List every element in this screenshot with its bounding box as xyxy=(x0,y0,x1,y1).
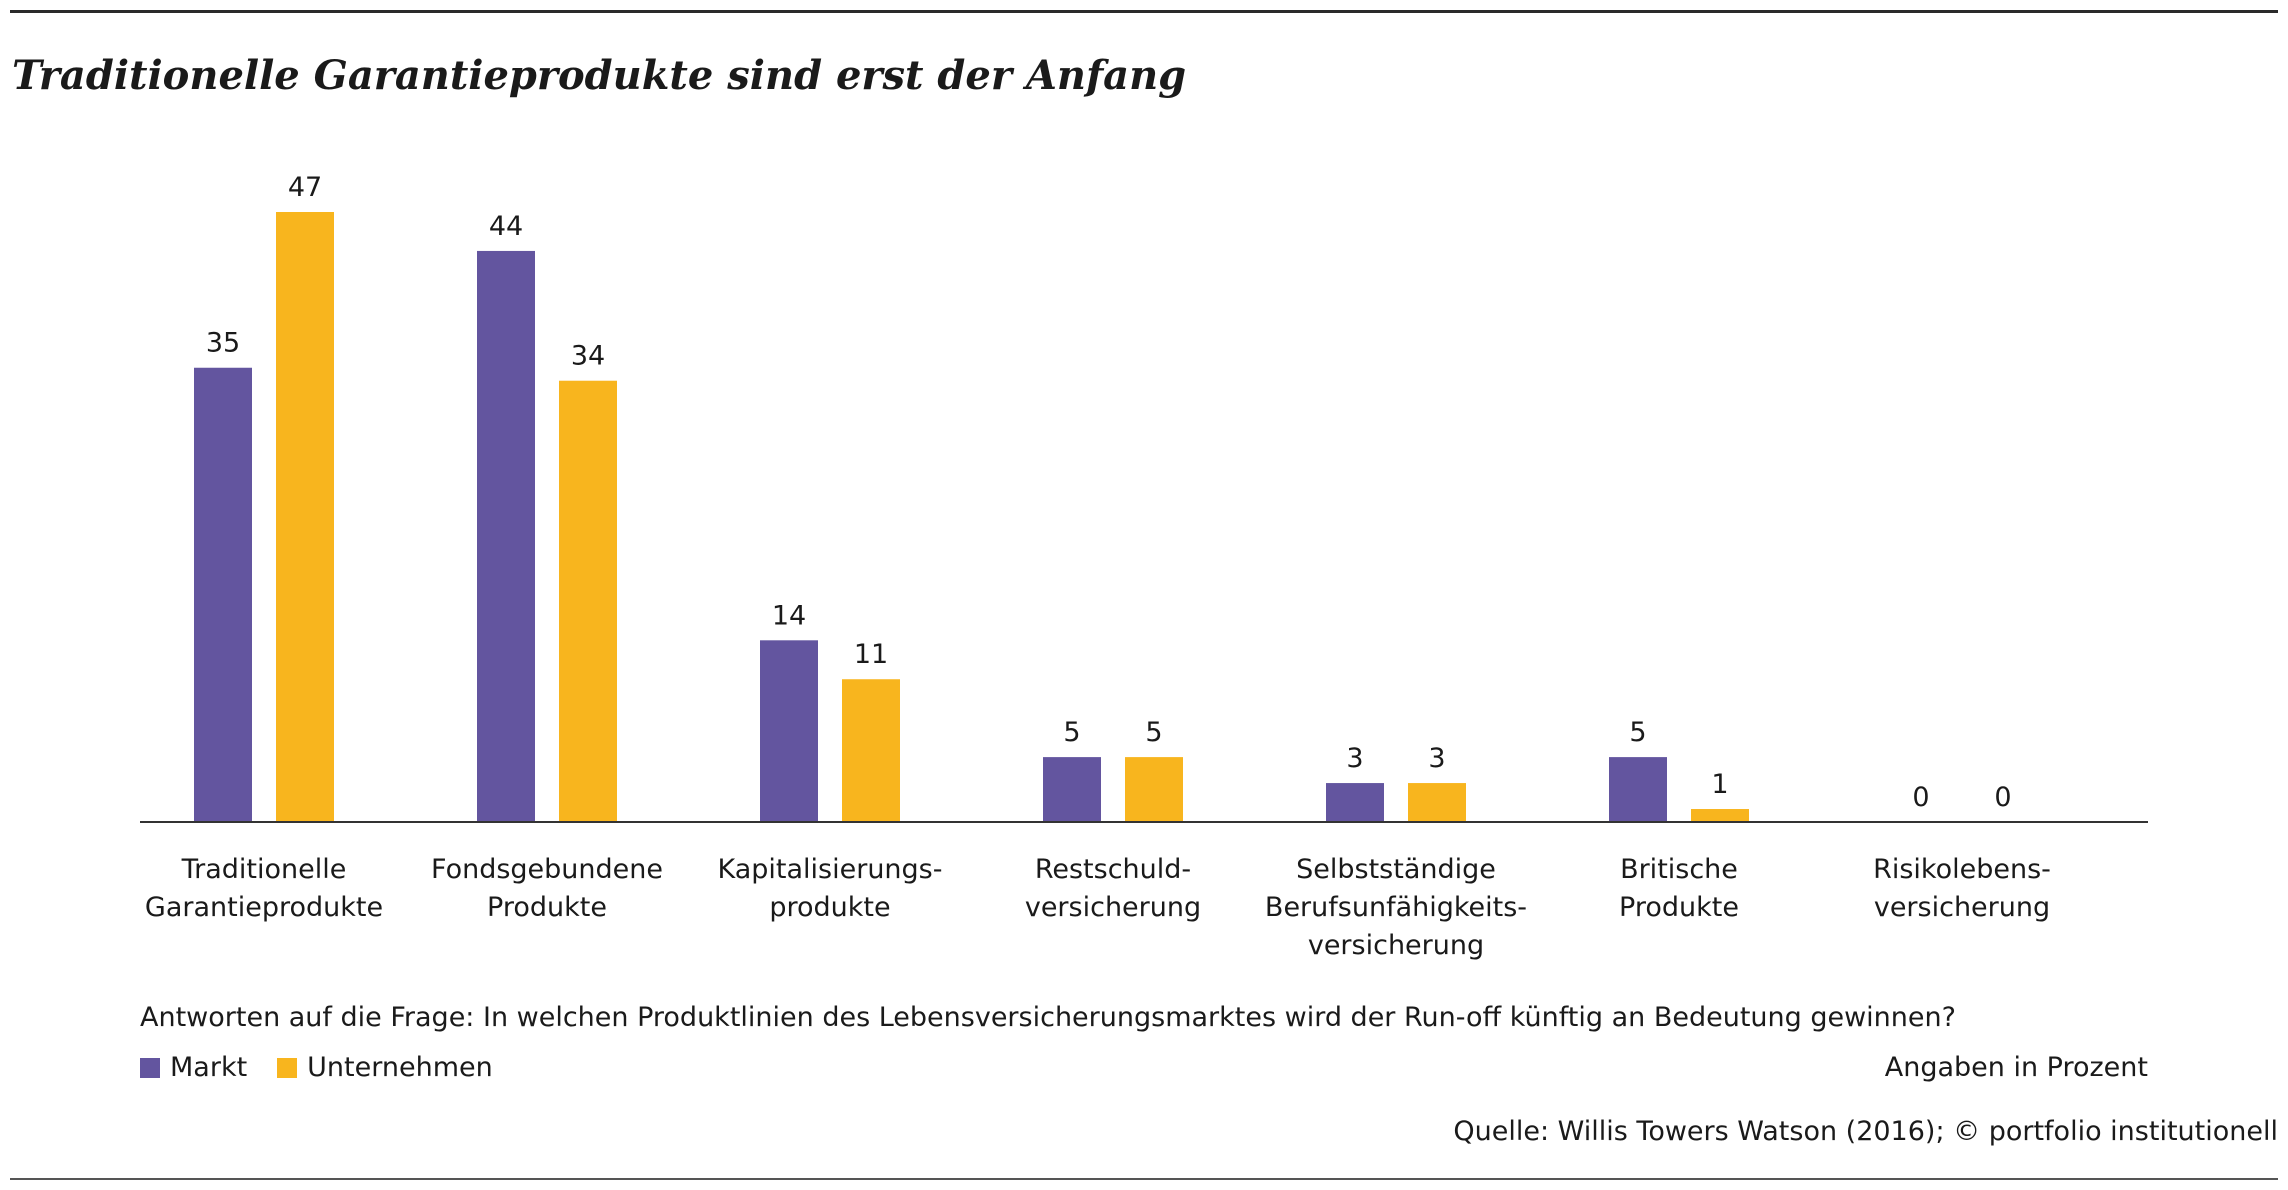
category-label-0-0: Traditionelle xyxy=(181,854,347,885)
legend-swatch-unternehmen xyxy=(277,1057,298,1078)
data-label-unternehmen-6: 0 xyxy=(1994,782,2011,813)
bar-unternehmen-3 xyxy=(1125,757,1183,822)
bar-markt-2 xyxy=(760,640,818,822)
data-label-markt-2: 14 xyxy=(772,600,806,631)
legend: Markt Unternehmen xyxy=(140,1052,523,1083)
category-label-3-1: versicherung xyxy=(1025,892,1201,923)
bottom-rule xyxy=(10,1178,2278,1180)
legend-item-unternehmen: Unternehmen xyxy=(277,1052,493,1083)
legend-label-unternehmen: Unternehmen xyxy=(307,1052,493,1083)
category-label-4-2: versicherung xyxy=(1308,930,1484,961)
chart-title: Traditionelle Garantieprodukte sind erst… xyxy=(12,52,1187,99)
source-note: Quelle: Willis Towers Watson (2016); © p… xyxy=(1453,1116,2278,1147)
data-label-markt-0: 35 xyxy=(206,328,240,359)
unit-note: Angaben in Prozent xyxy=(1884,1052,2148,1083)
data-label-unternehmen-0: 47 xyxy=(288,172,322,203)
data-label-markt-4: 3 xyxy=(1346,743,1363,774)
data-label-unternehmen-2: 11 xyxy=(854,639,888,670)
bar-markt-1 xyxy=(477,250,535,823)
category-label-1-0: Fondsgebundene xyxy=(431,854,663,885)
bar-unternehmen-4 xyxy=(1408,783,1466,822)
data-label-markt-5: 5 xyxy=(1629,717,1646,748)
data-label-unternehmen-1: 34 xyxy=(571,341,605,372)
survey-question: Antworten auf die Frage: In welchen Prod… xyxy=(140,1002,1956,1033)
bar-unternehmen-2 xyxy=(842,679,900,822)
data-label-markt-6: 0 xyxy=(1912,782,1929,813)
category-label-6-0: Risikolebens- xyxy=(1873,854,2051,885)
data-label-markt-1: 44 xyxy=(489,211,523,242)
bar-unternehmen-5 xyxy=(1691,809,1749,822)
legend-swatch-markt xyxy=(140,1057,160,1078)
data-label-markt-3: 5 xyxy=(1063,717,1080,748)
data-label-unternehmen-4: 3 xyxy=(1428,743,1445,774)
bar-markt-3 xyxy=(1043,757,1101,822)
category-label-2-0: Kapitalisierungs- xyxy=(717,854,942,885)
category-label-2-1: produkte xyxy=(769,892,890,923)
bar-unternehmen-0 xyxy=(276,212,334,822)
bar-chart: 3547TraditionelleGarantieprodukte4434Fon… xyxy=(140,172,2148,961)
category-label-5-1: Produkte xyxy=(1619,892,1739,923)
category-label-6-1: versicherung xyxy=(1874,892,2050,923)
category-label-1-1: Produkte xyxy=(487,892,607,923)
category-label-3-0: Restschuld- xyxy=(1035,854,1191,885)
category-label-5-0: Britische xyxy=(1620,854,1738,885)
top-rule xyxy=(10,10,2278,13)
legend-label-markt: Markt xyxy=(170,1052,248,1083)
bar-markt-5 xyxy=(1609,757,1667,822)
category-label-0-1: Garantieprodukte xyxy=(145,892,383,923)
bar-markt-4 xyxy=(1326,783,1384,822)
bar-unternehmen-1 xyxy=(559,380,617,822)
category-label-4-0: Selbstständige xyxy=(1296,854,1496,885)
data-label-unternehmen-5: 1 xyxy=(1711,769,1728,800)
bar-markt-0 xyxy=(194,367,252,822)
legend-item-markt: Markt xyxy=(140,1052,247,1083)
data-label-unternehmen-3: 5 xyxy=(1145,717,1162,748)
category-label-4-1: Berufsunfähigkeits- xyxy=(1265,892,1527,923)
